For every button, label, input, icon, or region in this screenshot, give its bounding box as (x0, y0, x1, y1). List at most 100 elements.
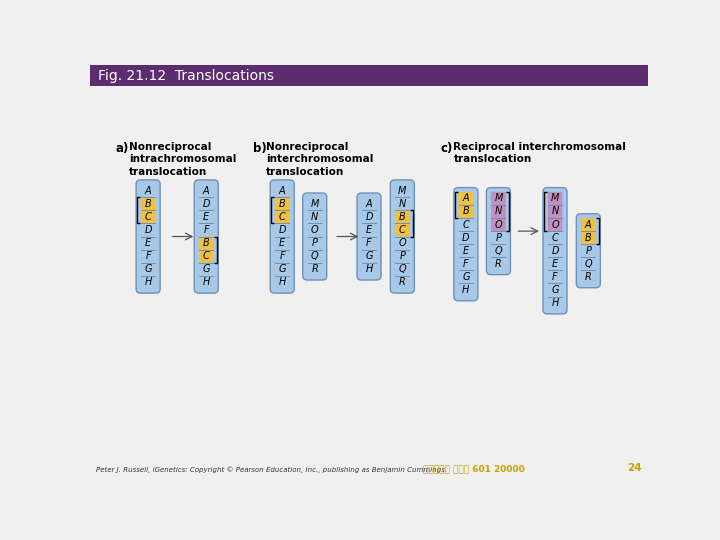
FancyBboxPatch shape (491, 231, 505, 244)
Text: Reciprocal interchromosomal
translocation: Reciprocal interchromosomal translocatio… (454, 142, 626, 164)
Text: Q: Q (398, 264, 406, 274)
FancyBboxPatch shape (395, 197, 410, 211)
Text: B: B (399, 212, 405, 222)
Text: P: P (400, 251, 405, 261)
FancyBboxPatch shape (395, 211, 410, 224)
FancyBboxPatch shape (302, 193, 327, 280)
Text: F: F (463, 259, 469, 269)
Text: R: R (399, 278, 405, 287)
FancyBboxPatch shape (90, 65, 648, 86)
Text: D: D (279, 225, 286, 235)
Text: E: E (463, 246, 469, 256)
Text: E: E (552, 259, 558, 269)
FancyBboxPatch shape (136, 180, 160, 293)
Text: G: G (365, 251, 373, 261)
Text: A: A (366, 199, 372, 209)
Text: G: G (462, 272, 469, 282)
Text: N: N (552, 206, 559, 217)
Text: H: H (552, 298, 559, 308)
FancyBboxPatch shape (307, 197, 322, 211)
FancyBboxPatch shape (548, 257, 562, 271)
Text: B: B (462, 206, 469, 217)
Text: 台大農藝系 遗傳學 601 20000: 台大農藝系 遗傳學 601 20000 (423, 464, 525, 473)
FancyBboxPatch shape (307, 262, 322, 276)
FancyBboxPatch shape (307, 211, 322, 224)
Text: M: M (494, 193, 503, 204)
Text: F: F (366, 238, 372, 248)
Text: A: A (203, 186, 210, 195)
FancyBboxPatch shape (459, 231, 473, 244)
Text: D: D (462, 233, 469, 242)
FancyBboxPatch shape (581, 271, 595, 284)
Text: D: D (365, 212, 373, 222)
FancyBboxPatch shape (395, 249, 410, 262)
Text: G: G (145, 264, 152, 274)
FancyBboxPatch shape (459, 205, 473, 218)
Text: R: R (311, 264, 318, 274)
FancyBboxPatch shape (395, 184, 410, 197)
Text: F: F (204, 225, 209, 235)
Text: Nonreciprocal
interchromosomal
translocation: Nonreciprocal interchromosomal transloca… (266, 142, 373, 177)
Text: A: A (462, 193, 469, 204)
Text: C: C (145, 212, 151, 222)
Text: R: R (585, 272, 592, 282)
Text: G: G (279, 264, 286, 274)
FancyBboxPatch shape (395, 276, 410, 289)
FancyBboxPatch shape (581, 244, 595, 257)
FancyBboxPatch shape (199, 184, 214, 197)
Text: B: B (203, 238, 210, 248)
FancyBboxPatch shape (307, 249, 322, 262)
Text: M: M (310, 199, 319, 209)
Text: Fig. 21.12  Translocations: Fig. 21.12 Translocations (98, 69, 274, 83)
Text: B: B (279, 199, 286, 209)
FancyBboxPatch shape (199, 211, 214, 224)
FancyBboxPatch shape (141, 224, 156, 237)
FancyBboxPatch shape (141, 197, 156, 211)
Text: E: E (145, 238, 151, 248)
Text: N: N (311, 212, 318, 222)
FancyBboxPatch shape (199, 197, 214, 211)
Text: M: M (398, 186, 407, 195)
FancyBboxPatch shape (357, 193, 381, 280)
Text: 24: 24 (627, 463, 642, 473)
FancyBboxPatch shape (275, 262, 289, 276)
FancyBboxPatch shape (141, 211, 156, 224)
FancyBboxPatch shape (275, 211, 289, 224)
Text: b): b) (253, 142, 266, 155)
FancyBboxPatch shape (491, 244, 505, 257)
FancyBboxPatch shape (548, 284, 562, 296)
Text: P: P (312, 238, 318, 248)
FancyBboxPatch shape (459, 192, 473, 205)
FancyBboxPatch shape (141, 276, 156, 289)
FancyBboxPatch shape (307, 237, 322, 249)
Text: Q: Q (495, 246, 503, 256)
FancyBboxPatch shape (491, 192, 505, 205)
FancyBboxPatch shape (395, 262, 410, 276)
FancyBboxPatch shape (199, 237, 214, 249)
FancyBboxPatch shape (141, 237, 156, 249)
FancyBboxPatch shape (141, 262, 156, 276)
Text: Q: Q (585, 259, 592, 269)
FancyBboxPatch shape (199, 262, 214, 276)
FancyBboxPatch shape (275, 237, 289, 249)
FancyBboxPatch shape (199, 249, 214, 262)
Text: C: C (279, 212, 286, 222)
Text: C: C (399, 225, 405, 235)
FancyBboxPatch shape (581, 218, 595, 231)
FancyBboxPatch shape (459, 218, 473, 231)
Text: E: E (279, 238, 285, 248)
FancyBboxPatch shape (548, 218, 562, 231)
FancyBboxPatch shape (491, 218, 505, 231)
Text: c): c) (441, 142, 453, 155)
FancyBboxPatch shape (275, 224, 289, 237)
FancyBboxPatch shape (395, 224, 410, 237)
Text: A: A (145, 186, 151, 195)
FancyBboxPatch shape (275, 184, 289, 197)
Text: O: O (495, 220, 503, 229)
FancyBboxPatch shape (361, 237, 377, 249)
Text: P: P (495, 233, 501, 242)
Text: H: H (365, 264, 373, 274)
FancyBboxPatch shape (141, 184, 156, 197)
FancyBboxPatch shape (361, 197, 377, 211)
FancyBboxPatch shape (459, 257, 473, 271)
